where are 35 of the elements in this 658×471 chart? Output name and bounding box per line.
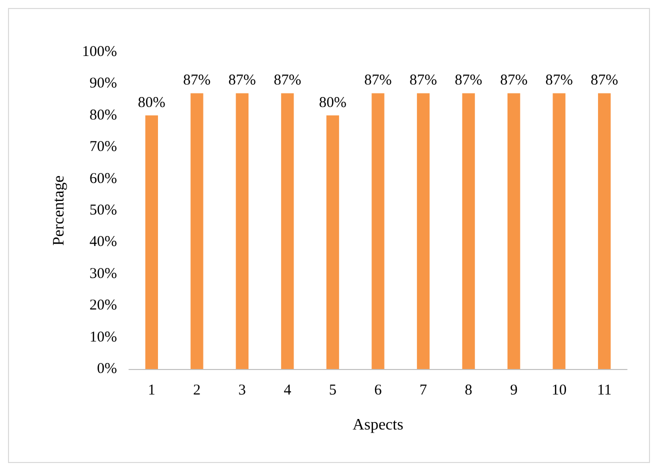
data-label: 87% — [364, 72, 392, 89]
data-label: 87% — [545, 72, 573, 89]
data-label: 80% — [318, 94, 346, 111]
data-label: 87% — [500, 72, 528, 89]
x-tick-label: 4 — [284, 382, 292, 398]
data-label: 87% — [410, 72, 438, 89]
x-tick-label: 3 — [238, 382, 246, 398]
y-tick-label: 30% — [90, 266, 117, 282]
data-label: 87% — [183, 72, 211, 89]
y-axis-title: Percentage — [50, 175, 68, 246]
x-tick-label: 8 — [464, 382, 472, 398]
y-tick-label: 10% — [90, 329, 117, 346]
x-tick-label: 1 — [148, 382, 156, 398]
x-tick-label: 5 — [328, 382, 336, 398]
data-label: 80% — [138, 94, 166, 111]
y-tick-label: 70% — [90, 139, 117, 156]
x-tick-label: 6 — [374, 382, 382, 398]
y-tick-label: 50% — [90, 202, 117, 218]
y-tick-label: 90% — [90, 76, 117, 92]
y-tick-label: 20% — [90, 298, 117, 314]
y-tick-label: 0% — [97, 361, 117, 377]
x-axis-title: Aspects — [352, 416, 404, 434]
data-label: 87% — [590, 72, 618, 89]
y-tick-label: 80% — [90, 107, 117, 124]
y-tick-label: 60% — [90, 170, 117, 187]
y-tick-label: 100% — [82, 44, 117, 60]
data-label: 87% — [274, 72, 302, 89]
x-tick-label: 11 — [597, 382, 612, 398]
x-tick-label: 2 — [193, 382, 201, 398]
x-tick-label: 10 — [552, 382, 567, 398]
data-label: 87% — [228, 72, 256, 89]
data-label: 87% — [454, 72, 482, 89]
x-tick-label: 7 — [420, 382, 428, 398]
x-tick-label: 9 — [510, 382, 518, 398]
y-tick-label: 40% — [90, 234, 117, 250]
